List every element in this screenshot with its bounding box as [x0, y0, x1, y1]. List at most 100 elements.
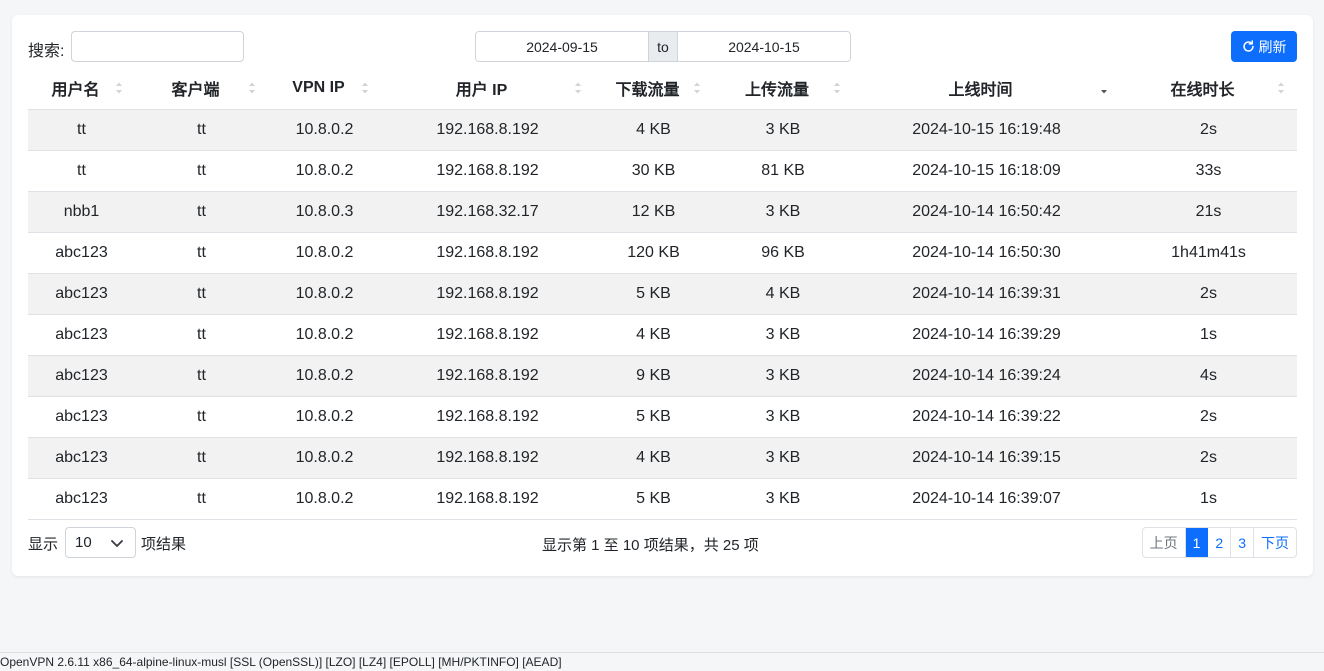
table-cell: abc123	[28, 478, 135, 520]
results-info: 显示第 1 至 10 项结果，共 25 项	[542, 537, 759, 554]
table-cell: 3 KB	[713, 437, 853, 479]
sort-icon	[249, 82, 255, 94]
table-row: abc123 tt 10.8.0.2 192.168.8.192 9 KB 3 KB 202…	[28, 355, 1297, 397]
toolbar: 搜索: to 刷新	[28, 31, 1297, 63]
search-input[interactable]	[71, 31, 244, 62]
table-cell: 2024-10-14 16:39:29	[853, 314, 1120, 356]
table-cell: 2024-10-14 16:39:31	[853, 273, 1120, 315]
table-cell: abc123	[28, 273, 135, 315]
date-range: to	[475, 31, 851, 62]
column-header[interactable]: 客户端	[135, 68, 268, 110]
table-cell: 10.8.0.2	[268, 437, 381, 479]
table-cell: 5 KB	[594, 273, 713, 315]
refresh-label: 刷新	[1258, 38, 1287, 55]
table-row: abc123 tt 10.8.0.2 192.168.8.192 5 KB 3 KB 202…	[28, 396, 1297, 438]
next-page-button[interactable]: 下页	[1261, 534, 1289, 551]
table-cell: 2024-10-14 16:39:24	[853, 355, 1120, 397]
column-header[interactable]: 用户名	[28, 68, 135, 110]
date-from-input[interactable]	[476, 32, 648, 61]
table-cell: tt	[135, 109, 268, 151]
search-label: 搜索:	[28, 43, 65, 60]
sort-icon	[362, 82, 368, 94]
table-cell: 192.168.32.17	[381, 191, 594, 233]
table-cell: 2024-10-15 16:19:48	[853, 109, 1120, 151]
column-header-label: 上线时间	[948, 82, 1013, 100]
table-cell: nbb1	[28, 191, 135, 233]
table-cell: tt	[135, 150, 268, 192]
table-cell: 81 KB	[713, 150, 853, 192]
table-cell: 2024-10-15 16:18:09	[853, 150, 1120, 192]
column-header-label: 用户名	[51, 82, 100, 100]
table-cell: 9 KB	[594, 355, 713, 397]
column-header[interactable]: 用户 IP	[381, 68, 594, 110]
table-cell: 4 KB	[713, 273, 853, 315]
column-header[interactable]: VPN IP	[268, 68, 381, 110]
table-cell: tt	[135, 396, 268, 438]
table-cell: 192.168.8.192	[381, 314, 594, 356]
table-cell: tt	[28, 150, 135, 192]
column-header[interactable]: 下载流量	[594, 68, 713, 110]
table-cell: 2024-10-14 16:39:07	[853, 478, 1120, 520]
table-cell: 2s	[1120, 437, 1297, 479]
column-header[interactable]: 上传流量	[713, 68, 853, 110]
table-cell: 3 KB	[713, 478, 853, 520]
table-cell: 21s	[1120, 191, 1297, 233]
table-cell: 10.8.0.2	[268, 355, 381, 397]
table-cell: tt	[135, 314, 268, 356]
table-cell: abc123	[28, 355, 135, 397]
table-cell: 10.8.0.2	[268, 478, 381, 520]
refresh-button[interactable]: 刷新	[1231, 31, 1297, 62]
table-cell: 10.8.0.2	[268, 314, 381, 356]
table-cell: tt	[135, 273, 268, 315]
table-cell: 33s	[1120, 150, 1297, 192]
column-header[interactable]: 上线时间	[853, 68, 1120, 110]
table-cell: 10.8.0.2	[268, 396, 381, 438]
table-cell: 10.8.0.2	[268, 273, 381, 315]
table-cell: 10.8.0.2	[268, 109, 381, 151]
table-cell: 192.168.8.192	[381, 478, 594, 520]
table-row: tt tt 10.8.0.2 192.168.8.192 4 KB 3 KB 2024-10…	[28, 109, 1297, 151]
date-to-input[interactable]	[678, 32, 850, 61]
table-cell: abc123	[28, 314, 135, 356]
table-cell: 192.168.8.192	[381, 355, 594, 397]
page-2-button[interactable]: 2	[1208, 528, 1232, 557]
table-cell: 2024-10-14 16:39:15	[853, 437, 1120, 479]
page-3-button[interactable]: 3	[1231, 528, 1254, 557]
table-cell: 4s	[1120, 355, 1297, 397]
table-row: tt tt 10.8.0.2 192.168.8.192 30 KB 81 KB 2024-…	[28, 150, 1297, 192]
sort-icon	[694, 82, 700, 94]
date-range-separator: to	[648, 32, 678, 61]
table-row: nbb1 tt 10.8.0.3 192.168.32.17 12 KB 3 KB 2024…	[28, 191, 1297, 233]
column-header[interactable]: 在线时长	[1120, 68, 1297, 110]
table-header: 用户名 客户端 VPN IP 用户 IP 下载流量 上传流量 上线时间 在线时长	[28, 68, 1297, 110]
column-header-label: 用户 IP	[455, 82, 508, 100]
page-size-select[interactable]: 10	[65, 527, 136, 558]
table-cell: abc123	[28, 232, 135, 274]
table-cell: 1s	[1120, 314, 1297, 356]
sort-icon	[1278, 82, 1284, 94]
table-cell: 2024-10-14 16:50:42	[853, 191, 1120, 233]
table-cell: 3 KB	[713, 109, 853, 151]
table-cell: tt	[135, 437, 268, 479]
table-cell: 192.168.8.192	[381, 150, 594, 192]
table-cell: tt	[135, 191, 268, 233]
page-1-button[interactable]: 1	[1185, 528, 1209, 557]
chevron-down-icon	[111, 540, 123, 547]
prev-page-button[interactable]: 上页	[1143, 528, 1186, 557]
table-cell: abc123	[28, 396, 135, 438]
column-header-label: 在线时长	[1170, 82, 1235, 100]
table-cell: 5 KB	[594, 478, 713, 520]
table-cell: 4 KB	[594, 437, 713, 479]
table-cell: 10.8.0.2	[268, 150, 381, 192]
table-footer: 显示 10 项结果 显示第 1 至 10 项结果，共 25 项 上页 1 2 3…	[28, 527, 1297, 558]
table-row: abc123 tt 10.8.0.2 192.168.8.192 4 KB 3 KB 202…	[28, 314, 1297, 356]
refresh-icon	[1242, 40, 1254, 52]
table-cell: 12 KB	[594, 191, 713, 233]
column-header-label: 下载流量	[615, 82, 680, 100]
status-bar: OpenVPN 2.6.11 x86_64-alpine-linux-musl …	[0, 652, 1324, 671]
sort-icon	[575, 82, 581, 94]
table-cell: 3 KB	[713, 355, 853, 397]
table-cell: 2s	[1120, 109, 1297, 151]
table-cell: 96 KB	[713, 232, 853, 274]
table-cell: 192.168.8.192	[381, 232, 594, 274]
